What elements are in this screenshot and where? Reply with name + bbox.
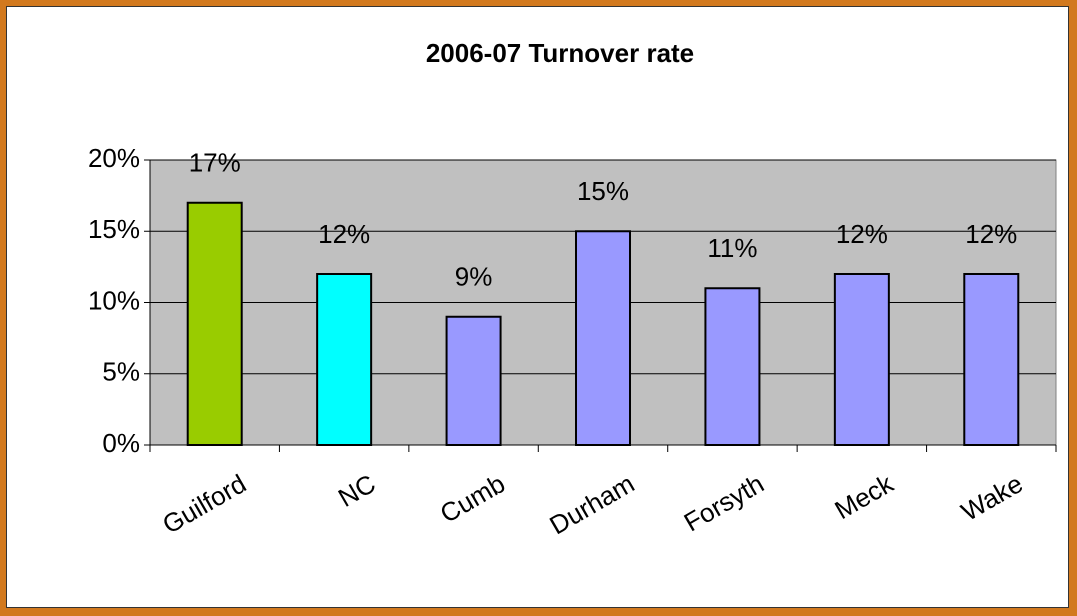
- data-label: 12%: [318, 219, 370, 249]
- data-label: 12%: [965, 219, 1017, 249]
- bar: [186, 201, 243, 446]
- data-label: 11%: [707, 233, 757, 263]
- data-label: 12%: [836, 219, 888, 249]
- y-tick-label: 20%: [88, 143, 140, 173]
- data-label: 9%: [455, 262, 493, 292]
- x-tick-label: Guilford: [157, 468, 251, 540]
- chart-title: 2006-07 Turnover rate: [426, 38, 694, 68]
- bar: [316, 273, 373, 446]
- bar: [575, 230, 631, 446]
- y-tick-label: 5%: [102, 357, 140, 387]
- y-tick-label: 10%: [88, 285, 140, 315]
- bar: [445, 315, 502, 446]
- bar: [704, 287, 761, 446]
- x-tick-label: NC: [333, 468, 381, 513]
- x-tick-label: Wake: [956, 468, 1028, 527]
- x-tick-label: Cumb: [435, 468, 510, 529]
- data-label: 15%: [577, 176, 629, 206]
- data-label: 17%: [189, 148, 241, 178]
- bar: [963, 273, 1020, 446]
- bar: [833, 273, 890, 446]
- y-tick-label: 0%: [102, 428, 140, 458]
- y-tick-label: 15%: [88, 214, 140, 244]
- x-tick-label: Forsyth: [679, 468, 769, 537]
- x-tick-label: Durham: [544, 468, 639, 540]
- x-tick-label: Meck: [829, 468, 899, 526]
